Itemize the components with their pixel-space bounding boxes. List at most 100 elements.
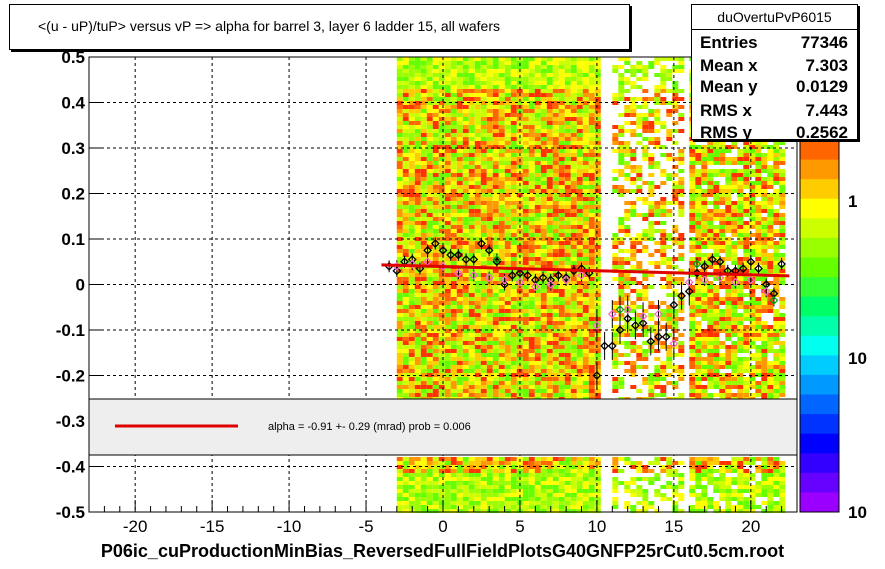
heatmap-cell — [504, 217, 511, 221]
heatmap-cell — [444, 365, 451, 369]
heatmap-cell — [654, 365, 661, 369]
heatmap-cell — [660, 241, 667, 245]
heatmap-cell — [594, 149, 601, 153]
heatmap-cell — [468, 357, 475, 361]
heatmap-cell — [420, 141, 427, 145]
heatmap-cell — [426, 253, 433, 257]
heatmap-cell — [588, 233, 595, 237]
heatmap-cell — [534, 273, 541, 277]
heatmap-cell — [630, 257, 637, 261]
heatmap-cell — [737, 205, 744, 209]
heatmap-cell — [642, 149, 649, 153]
heatmap-cell — [492, 361, 499, 365]
heatmap-cell — [558, 181, 565, 185]
heatmap-cell — [474, 213, 481, 217]
heatmap-cell — [552, 505, 559, 509]
heatmap-cell — [594, 373, 601, 377]
heatmap-cell — [456, 213, 463, 217]
heatmap-cell — [492, 373, 499, 377]
heatmap-cell — [558, 197, 565, 201]
heatmap-cell — [426, 393, 433, 397]
heatmap-cell — [588, 101, 595, 105]
heatmap-cell — [498, 373, 505, 377]
heatmap-cell — [666, 201, 673, 205]
heatmap-cell — [414, 473, 421, 477]
heatmap-cell — [510, 305, 517, 309]
heatmap-cell — [612, 349, 619, 353]
heatmap-cell — [642, 153, 649, 157]
heatmap-cell — [444, 161, 451, 165]
heatmap-cell — [474, 237, 481, 241]
heatmap-cell — [660, 145, 667, 149]
heatmap-cell — [654, 213, 661, 217]
heatmap-cell — [510, 353, 517, 357]
heatmap-cell — [618, 129, 625, 133]
heatmap-cell — [408, 457, 415, 461]
heatmap-cell — [498, 97, 505, 101]
heatmap-cell — [492, 201, 499, 205]
heatmap-cell — [701, 301, 708, 305]
heatmap-cell — [498, 173, 505, 177]
heatmap-cell — [396, 261, 403, 265]
heatmap-cell — [408, 249, 415, 253]
heatmap-cell — [582, 493, 589, 497]
heatmap-cell — [743, 205, 750, 209]
heatmap-cell — [719, 309, 726, 313]
heatmap-cell — [456, 317, 463, 321]
heatmap-cell — [492, 125, 499, 129]
heatmap-cell — [402, 345, 409, 349]
heatmap-cell — [486, 141, 493, 145]
heatmap-cell — [689, 141, 696, 145]
heatmap-cell — [468, 365, 475, 369]
heatmap-cell — [456, 97, 463, 101]
heatmap-cell — [528, 317, 535, 321]
heatmap-cell — [462, 237, 469, 241]
heatmap-cell — [666, 157, 673, 161]
heatmap-cell — [456, 321, 463, 325]
heatmap-cell — [588, 365, 595, 369]
heatmap-cell — [666, 69, 673, 73]
heatmap-cell — [654, 165, 661, 169]
heatmap-cell — [624, 273, 631, 277]
heatmap-cell — [779, 277, 786, 281]
heatmap-cell — [444, 129, 451, 133]
heatmap-cell — [636, 185, 643, 189]
heatmap-cell — [426, 285, 433, 289]
heatmap-cell — [534, 497, 541, 501]
heatmap-cell — [767, 181, 774, 185]
heatmap-cell — [438, 221, 445, 225]
heatmap-cell — [743, 145, 750, 149]
heatmap-cell — [456, 353, 463, 357]
heatmap-cell — [749, 293, 756, 297]
heatmap-cell — [564, 117, 571, 121]
heatmap-cell — [648, 161, 655, 165]
heatmap-cell — [462, 353, 469, 357]
heatmap-cell — [432, 273, 439, 277]
heatmap-cell — [498, 505, 505, 509]
heatmap-cell — [582, 385, 589, 389]
heatmap-cell — [636, 121, 643, 125]
heatmap-cell — [396, 89, 403, 93]
heatmap-cell — [594, 109, 601, 113]
heatmap-cell — [654, 57, 661, 61]
heatmap-cell — [504, 109, 511, 113]
heatmap-cell — [504, 381, 511, 385]
heatmap-cell — [725, 285, 732, 289]
heatmap-cell — [450, 157, 457, 161]
heatmap-cell — [474, 285, 481, 289]
heatmap-cell — [552, 317, 559, 321]
heatmap-cell — [396, 109, 403, 113]
heatmap-cell — [588, 69, 595, 73]
heatmap-cell — [462, 233, 469, 237]
heatmap-cell — [749, 313, 756, 317]
heatmap-cell — [462, 61, 469, 65]
heatmap-cell — [642, 333, 649, 337]
heatmap-cell — [474, 345, 481, 349]
heatmap-cell — [408, 353, 415, 357]
heatmap-cell — [450, 313, 457, 317]
heatmap-cell — [450, 177, 457, 181]
heatmap-cell — [468, 321, 475, 325]
heatmap-cell — [767, 197, 774, 201]
heatmap-cell — [546, 501, 553, 505]
heatmap-cell — [707, 325, 714, 329]
